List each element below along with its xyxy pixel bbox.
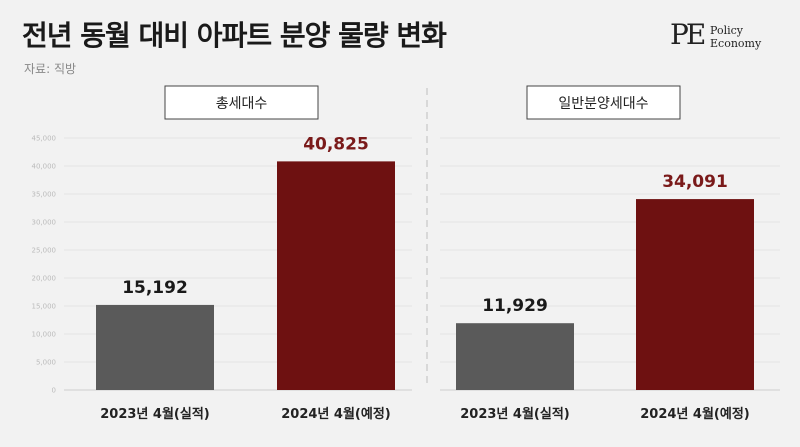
data-label: 40,825 (303, 134, 369, 154)
bar (96, 304, 214, 390)
source-note: 자료: 직방 (24, 62, 77, 76)
logo-mark: PE (670, 18, 706, 51)
bar (456, 323, 574, 390)
y-tick-label: 40,000 (32, 163, 57, 171)
panel-title-box (526, 85, 681, 120)
logo-line-1: Policy (710, 24, 743, 37)
y-tick-label: 10,000 (32, 331, 57, 339)
data-label: 15,192 (122, 278, 188, 298)
bar (636, 199, 754, 390)
x-tick-label: 2024년 4월(예정) (640, 406, 749, 422)
y-tick-label: 20,000 (32, 275, 57, 283)
y-tick-label: 45,000 (32, 135, 57, 143)
y-tick-label: 35,000 (32, 191, 57, 199)
logo-text: Policy Economy (710, 24, 761, 50)
x-tick-label: 2023년 4월(실적) (460, 406, 569, 422)
panel-title: 일반분양세대수 (558, 96, 648, 112)
y-tick-label: 0 (52, 387, 56, 395)
x-tick-label: 2023년 4월(실적) (100, 406, 209, 422)
data-label: 11,929 (482, 296, 548, 316)
page-title: 전년 동월 대비 아파트 분양 물량 변화 (22, 19, 447, 52)
panel-title: 총세대수 (216, 96, 268, 112)
y-tick-label: 5,000 (36, 359, 56, 367)
brand-logo: PE Policy Economy (670, 18, 780, 58)
y-tick-label: 30,000 (32, 219, 57, 227)
panel-title-box (164, 85, 319, 120)
y-tick-label: 15,000 (32, 303, 57, 311)
x-tick-label: 2024년 4월(예정) (281, 406, 390, 422)
logo-line-2: Economy (710, 37, 762, 50)
data-label: 34,091 (662, 172, 728, 192)
bar (277, 161, 395, 390)
y-tick-label: 25,000 (32, 247, 57, 255)
